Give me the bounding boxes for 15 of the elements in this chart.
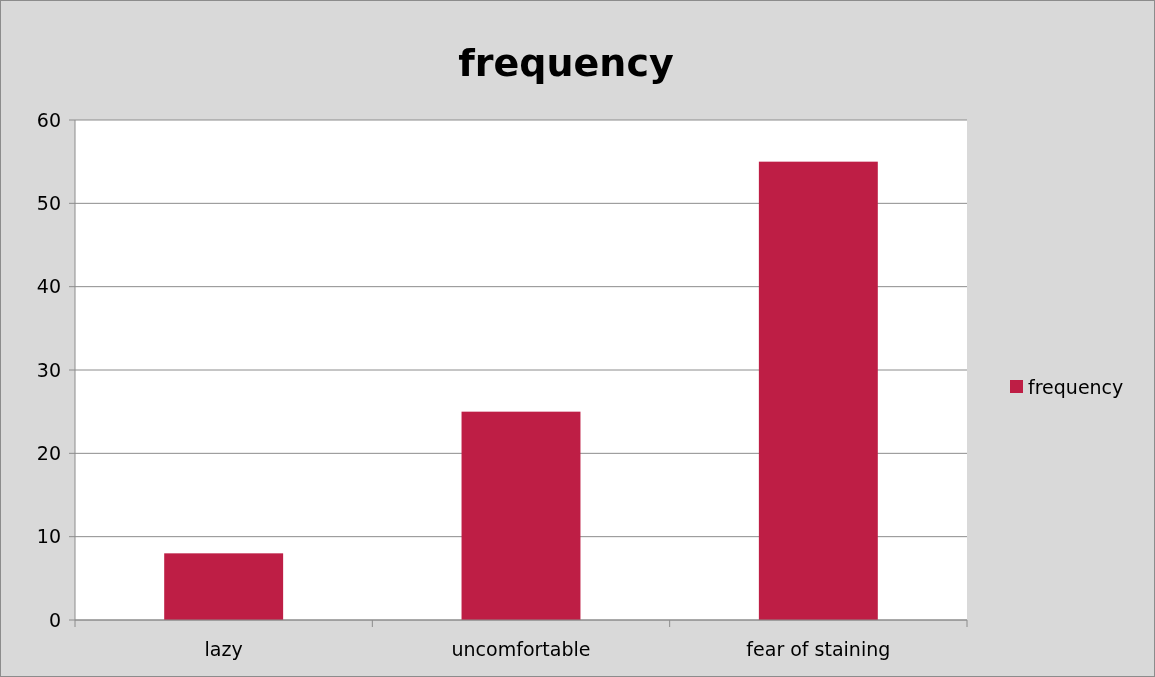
bar xyxy=(758,161,878,620)
y-tick-label: 0 xyxy=(48,608,61,631)
bar xyxy=(461,411,581,620)
y-tick-label: 20 xyxy=(36,441,61,464)
legend-label: frequency xyxy=(1028,375,1124,398)
y-tick-label: 50 xyxy=(36,191,61,214)
y-tick-label: 60 xyxy=(36,108,61,131)
y-tick-label: 40 xyxy=(36,275,61,298)
y-tick-label: 30 xyxy=(36,358,61,381)
x-tick-label: fear of staining xyxy=(746,638,891,660)
chart-title: frequency xyxy=(458,41,674,85)
bar xyxy=(164,553,284,620)
y-tick-label: 10 xyxy=(36,525,61,548)
x-tick-label: uncomfortable xyxy=(451,638,591,660)
x-tick-label: lazy xyxy=(204,638,243,660)
